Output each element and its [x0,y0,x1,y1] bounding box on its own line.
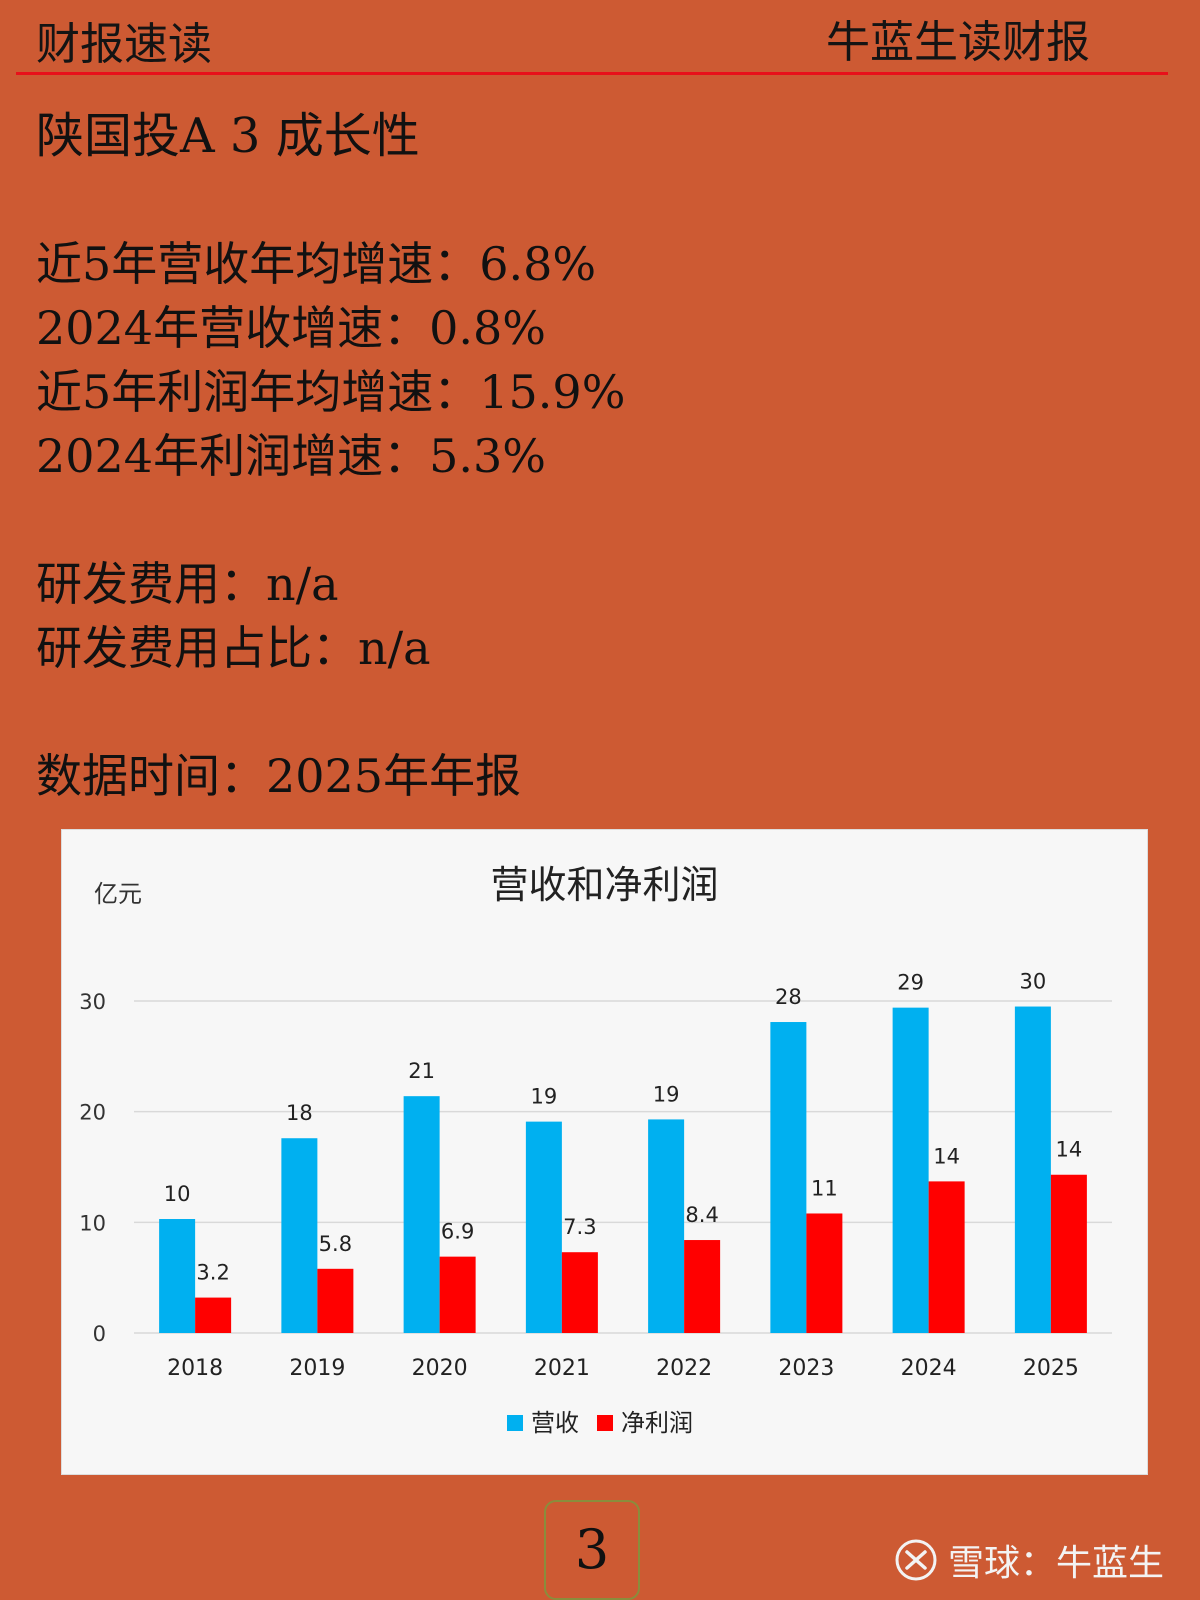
spacer [36,168,1156,232]
profit-bar [195,1297,232,1333]
rd-ratio-line: 研发费用占比：n/a [36,621,431,675]
revenue-bar [648,1119,685,1333]
profit-data-label: 7.3 [563,1215,596,1239]
revenue-data-label: 29 [897,971,924,995]
growth-line-profit-5y: 近5年利润年均增速：15.9% [36,365,626,419]
x-tick-label: 2022 [656,1356,712,1381]
spacer [36,680,1156,744]
x-tick-label: 2018 [167,1356,223,1381]
legend-profit-label: 净利润 [621,1409,693,1437]
profit-bar [317,1268,354,1333]
y-tick-label: 20 [79,1101,106,1125]
bar-chart: 0 10 20 30 10 3.2 2018 18 5.8 2019 21 6.9 2020 19 7.3 2… [79,970,1112,1437]
profit-bar [684,1240,721,1333]
y-tick-label: 30 [79,990,106,1014]
spacer [36,488,1156,552]
revenue-data-label: 18 [286,1101,313,1125]
profit-data-label: 8.4 [685,1203,718,1227]
legend-revenue-swatch [507,1415,523,1431]
profit-data-label: 6.9 [441,1220,474,1244]
revenue-data-label: 19 [653,1082,680,1106]
revenue-bar [1014,1006,1051,1333]
revenue-data-label: 28 [775,985,802,1009]
revenue-bar [403,1096,440,1333]
revenue-bar [770,1022,807,1333]
page-number: 3 [544,1500,640,1600]
x-tick-label: 2020 [412,1356,468,1381]
revenue-bar [525,1121,562,1333]
legend-profit-swatch [597,1415,613,1431]
profit-data-label: 11 [811,1176,838,1200]
revenue-data-label: 10 [164,1182,191,1206]
x-tick-label: 2023 [778,1356,834,1381]
profit-bar [806,1213,843,1333]
header-right-title: 牛蓝生读财报 [826,17,1090,68]
profit-data-label: 3.2 [196,1261,229,1285]
x-tick-label: 2024 [901,1356,957,1381]
revenue-data-label: 19 [531,1085,558,1109]
rd-expense-line: 研发费用：n/a [36,557,339,611]
revenue-bar [892,1007,929,1333]
revenue-bar [281,1138,318,1333]
y-tick-label: 0 [93,1322,106,1346]
profit-bar [1050,1174,1087,1333]
profit-bar [439,1256,476,1333]
chart-title: 营收和净利润 [490,863,719,907]
xueqiu-logo-icon [895,1539,937,1581]
watermark: 雪球：牛蓝生 [894,1534,1164,1586]
page-title: 陕国投A 3 成长性 [36,108,420,164]
profit-data-label: 14 [1056,1138,1083,1162]
profit-bar [928,1181,965,1333]
watermark-text: 雪球：牛蓝生 [947,1543,1164,1584]
y-unit-label: 亿元 [94,880,142,908]
profit-bar [561,1252,598,1333]
revenue-data-label: 21 [408,1059,435,1083]
x-tick-label: 2025 [1023,1356,1079,1381]
profit-data-label: 14 [933,1144,960,1168]
x-tick-label: 2019 [289,1356,345,1381]
revenue-bar [159,1219,196,1333]
chart-panel: 0 10 20 30 10 3.2 2018 18 5.8 2019 21 6.9 2020 19 7.3 2… [61,829,1148,1475]
growth-line-profit-2024: 2024年利润增速：5.3% [36,429,546,483]
profit-data-label: 5.8 [319,1232,352,1256]
summary-section: 陕国投A 3 成长性 近5年营收年均增速：6.8% 2024年营收增速：0.8%… [36,104,1156,808]
growth-line-revenue-2024: 2024年营收增速：0.8% [36,301,546,355]
header-divider [16,72,1168,75]
revenue-data-label: 30 [1020,970,1047,994]
legend-revenue-label: 营收 [531,1409,579,1437]
header-left-title: 财报速读 [36,19,212,70]
header: 财报速读 牛蓝生读财报 [0,0,1200,76]
growth-line-revenue-5y: 近5年营收年均增速：6.8% [36,237,597,291]
y-tick-label: 10 [79,1211,106,1235]
data-time-line: 数据时间：2025年年报 [36,749,522,803]
x-tick-label: 2021 [534,1356,590,1381]
